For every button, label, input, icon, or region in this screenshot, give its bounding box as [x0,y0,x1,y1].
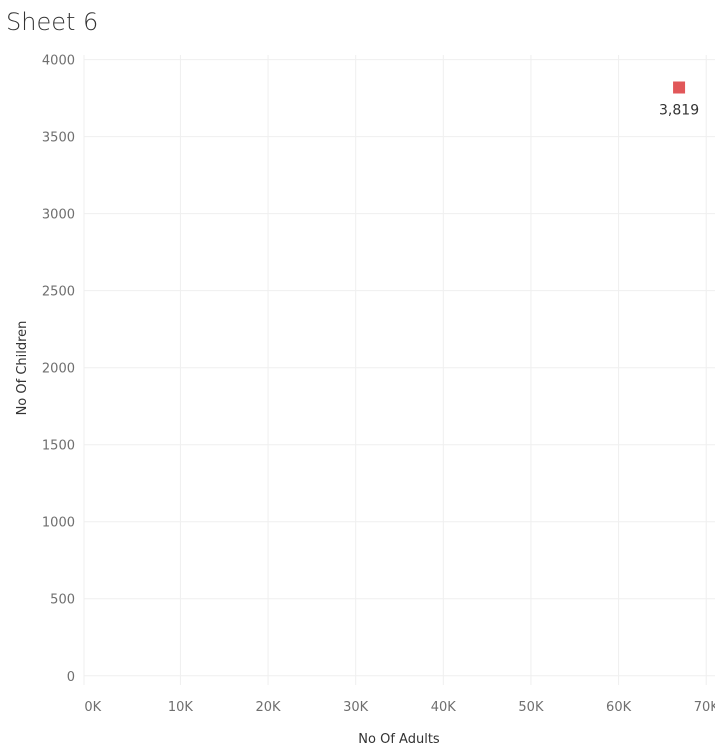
x-tick-label: 50K [518,700,544,715]
y-tick-label: 0 [67,670,75,685]
y-tick-label: 4000 [42,54,75,69]
y-tick-label: 3000 [42,208,75,223]
y-axis-ticks: 0 500 1000 1500 2000 2500 3000 3500 4000 [42,54,75,685]
x-tick-label: 60K [606,700,632,715]
y-axis-title: No Of Children [15,321,30,416]
y-tick-label: 2500 [42,285,75,300]
x-tick-label: 0K [84,700,101,715]
y-tick-label: 3500 [42,131,75,146]
x-axis-title: No Of Adults [358,732,440,747]
data-point[interactable] [673,81,686,94]
x-tick-label: 10K [168,700,194,715]
y-tick-label: 1000 [42,516,75,531]
grid-lines [83,55,715,685]
x-tick-label: 20K [256,700,282,715]
y-tick-label: 2000 [42,362,75,377]
data-point-label: 3,819 [659,103,699,119]
x-tick-label: 30K [343,700,369,715]
x-axis-ticks: 0K 10K 20K 30K 40K 50K 60K 70K [84,700,715,715]
x-tick-label: 70K [694,700,715,715]
x-tick-label: 40K [431,700,457,715]
data-marks[interactable]: 3,819 [659,81,699,119]
y-tick-label: 500 [50,593,75,608]
y-tick-label: 1500 [42,439,75,454]
sheet-title: Sheet 6 [6,8,99,36]
